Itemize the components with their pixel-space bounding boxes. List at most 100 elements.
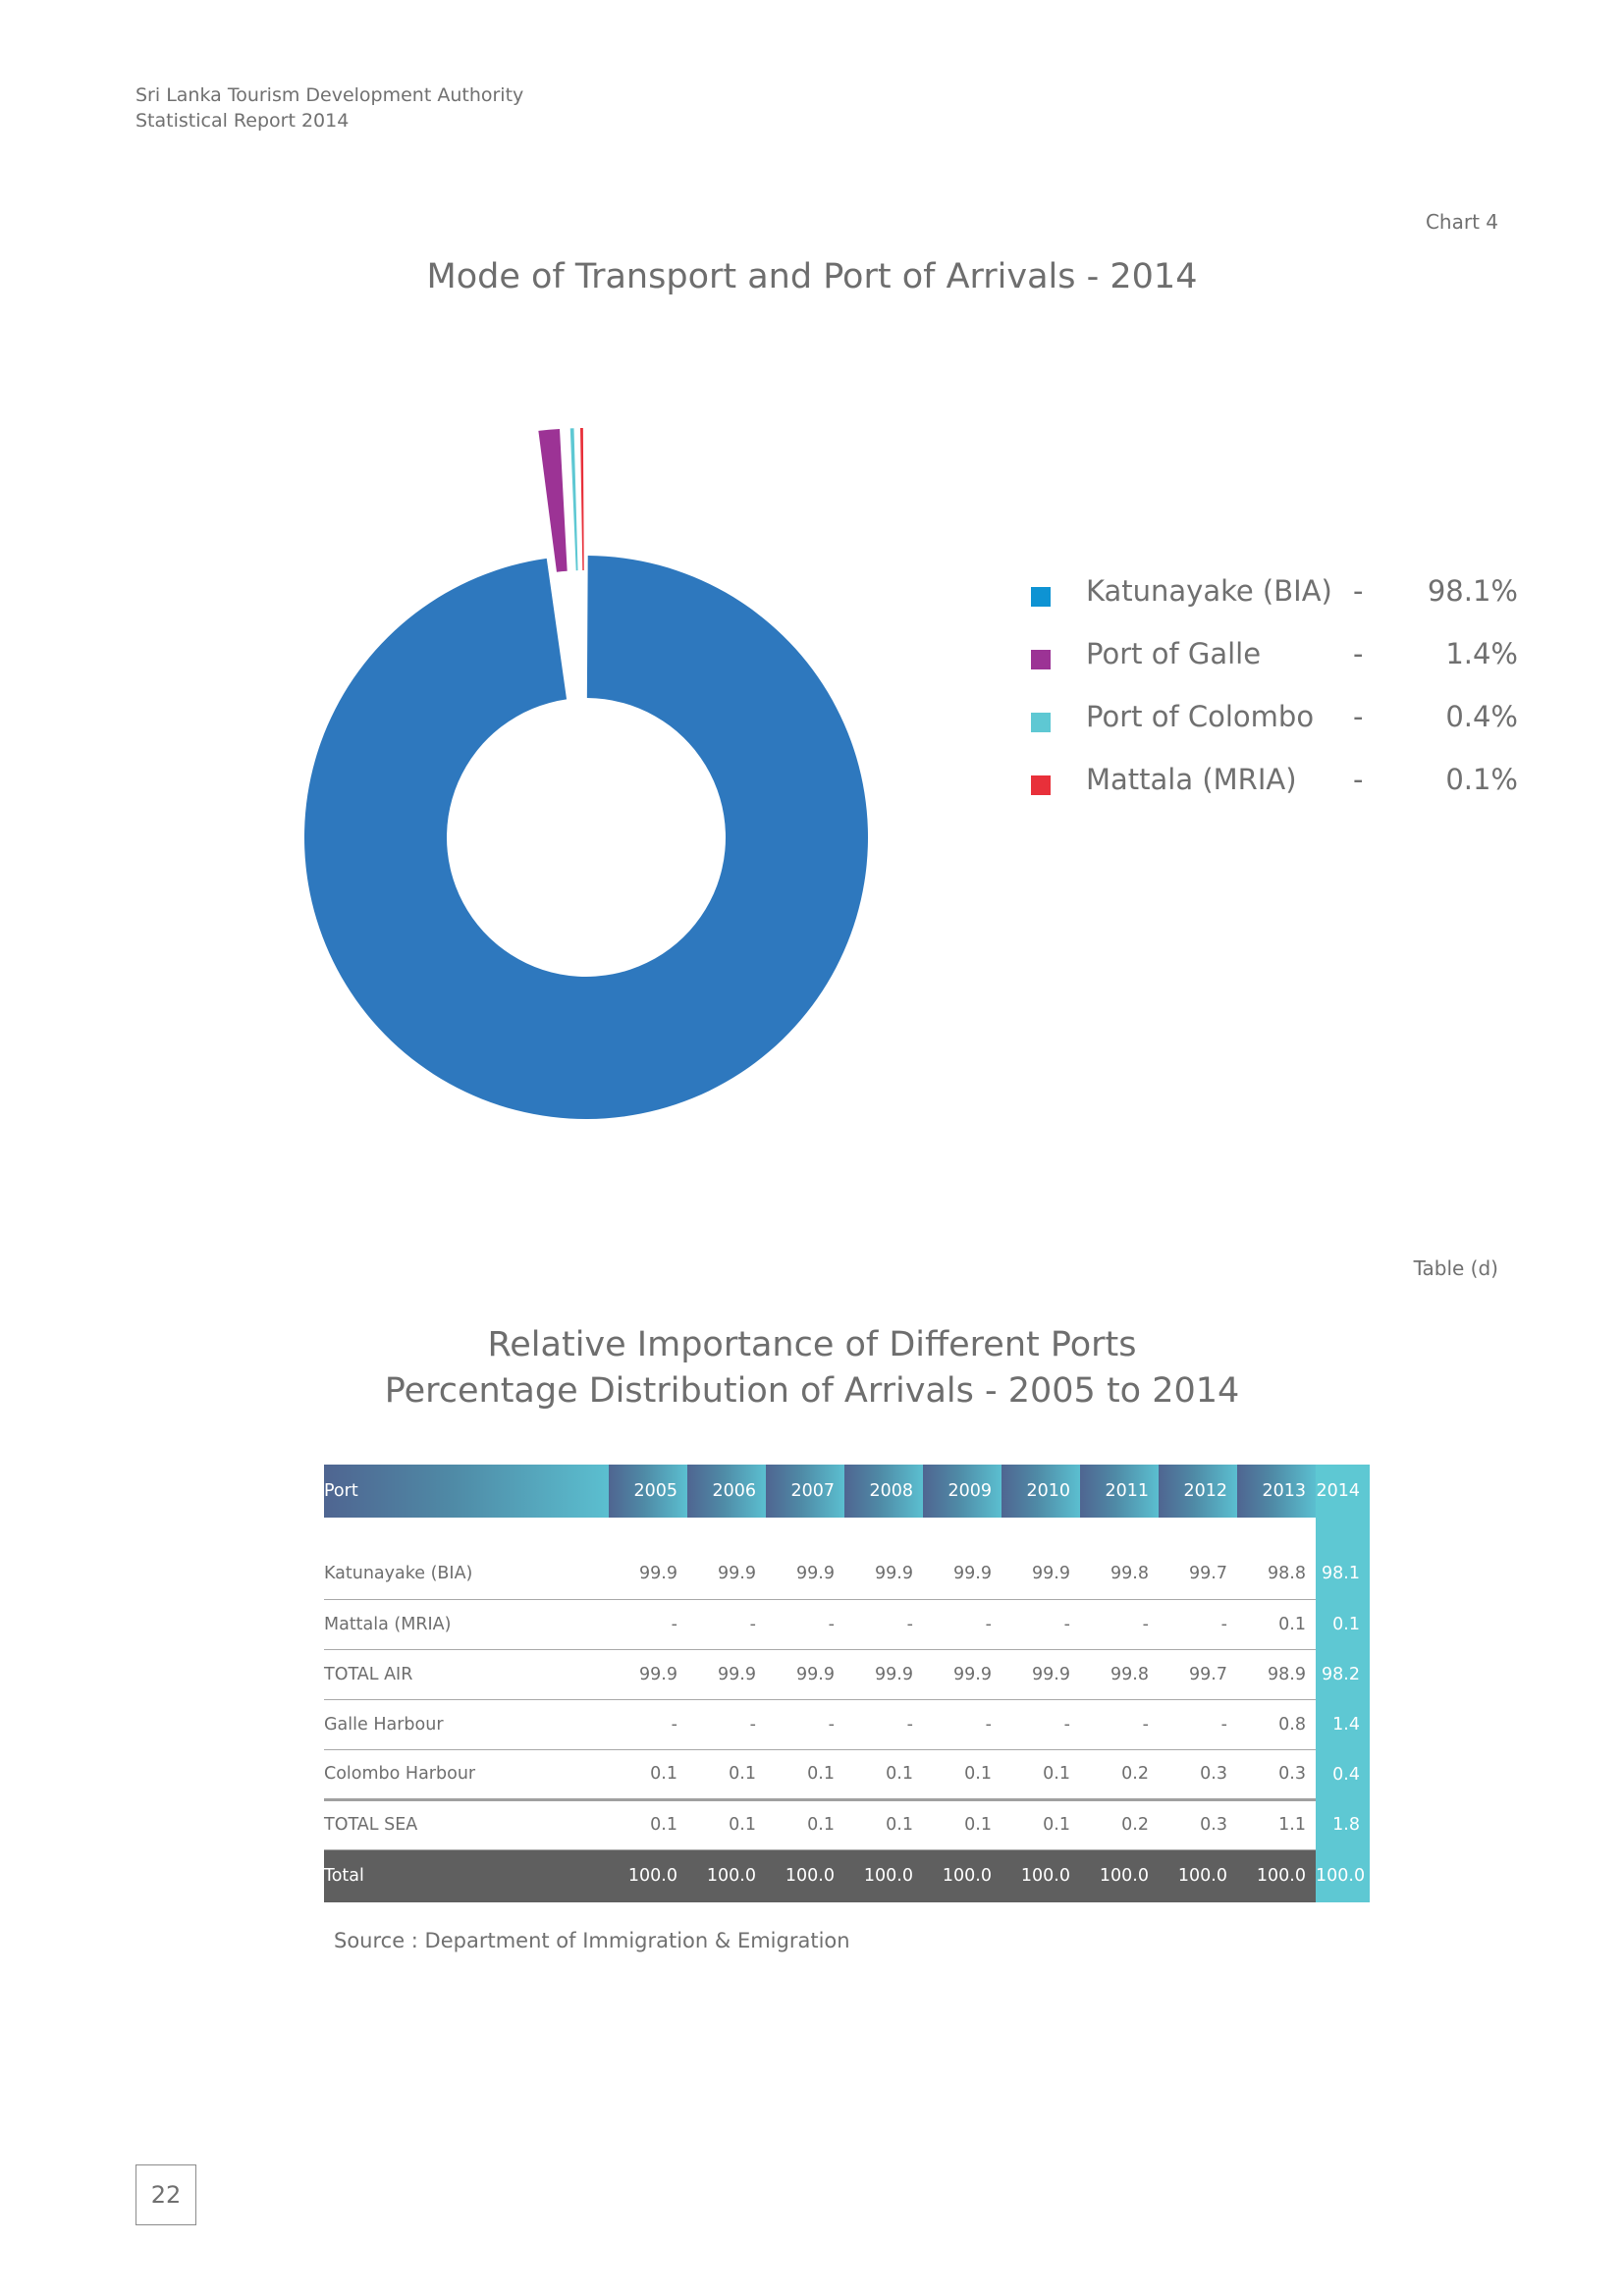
row-value: - [609, 1699, 687, 1750]
row-value: 0.3 [1237, 1749, 1316, 1801]
row-value: 99.9 [1001, 1549, 1080, 1600]
row-value: 99.9 [844, 1649, 923, 1700]
legend-label: Katunayake (BIA) [1086, 574, 1332, 608]
table-row: TOTAL SEA 0.1 0.1 0.1 0.1 0.1 0.1 0.2 0.3 1.1 1.8 [324, 1799, 1370, 1850]
row-value: - [766, 1699, 844, 1750]
legend-separator: - [1353, 763, 1364, 796]
legend-label: Mattala (MRIA) [1086, 763, 1297, 796]
legend-swatch [1031, 650, 1051, 669]
table-row: Katunayake (BIA) 99.9 99.9 99.9 99.9 99.9 99.9… [324, 1549, 1370, 1600]
row-value: 99.9 [923, 1549, 1001, 1600]
row-value: 98.1 [1316, 1549, 1370, 1600]
header-report: Statistical Report 2014 [135, 110, 350, 132]
row-value: - [1159, 1699, 1237, 1750]
spacer-cell [1316, 1518, 1370, 1549]
legend-value: 98.1% [1427, 574, 1518, 608]
legend-value: 1.4% [1445, 637, 1518, 670]
chart-title: Mode of Transport and Port of Arrivals -… [426, 257, 1198, 296]
header-year: 2008 [844, 1465, 923, 1518]
table-row: Galle Harbour - - - - - - - -0.8 1.4 [324, 1699, 1370, 1750]
row-value: 99.9 [923, 1649, 1001, 1700]
row-value: 0.1 [687, 1749, 766, 1801]
row-value: 0.1 [687, 1799, 766, 1850]
row-value: 0.1 [609, 1799, 687, 1850]
row-value: 0.2 [1080, 1749, 1159, 1801]
row-value: 1.8 [1316, 1799, 1370, 1850]
spacer-cell [1001, 1518, 1080, 1549]
donut-slice [538, 428, 568, 572]
header-year: 2007 [766, 1465, 844, 1518]
row-value: 99.8 [1080, 1649, 1159, 1700]
legend-value: 0.4% [1445, 700, 1518, 733]
total-value: 100.0 [1316, 1849, 1370, 1902]
row-value: 99.9 [609, 1549, 687, 1600]
legend-value: 0.1% [1445, 763, 1518, 796]
row-value: 1.1 [1237, 1799, 1316, 1850]
row-value: 99.9 [609, 1649, 687, 1700]
row-value: 0.1 [923, 1799, 1001, 1850]
row-value: 98.8 [1237, 1549, 1316, 1600]
row-port-name: Colombo Harbour [324, 1749, 609, 1801]
total-label: Total [324, 1849, 609, 1902]
header-year: 2009 [923, 1465, 1001, 1518]
spacer-cell [609, 1518, 687, 1549]
row-value: 0.8 [1237, 1699, 1316, 1750]
row-value: - [687, 1599, 766, 1650]
header-year: 2010 [1001, 1465, 1080, 1518]
row-value: 0.1 [1001, 1799, 1080, 1850]
row-port-name: Galle Harbour [324, 1699, 609, 1750]
header-org: Sri Lanka Tourism Development Authority [135, 84, 524, 106]
total-value: 100.0 [609, 1849, 687, 1902]
donut-slice [304, 556, 869, 1119]
row-value: - [766, 1599, 844, 1650]
legend-separator: - [1353, 700, 1364, 733]
total-value: 100.0 [1080, 1849, 1159, 1902]
spacer-cell [1159, 1518, 1237, 1549]
header-year: 2012 [1159, 1465, 1237, 1518]
row-value: 0.1 [844, 1799, 923, 1850]
row-value: 0.4 [1316, 1749, 1370, 1800]
legend-label: Port of Colombo [1086, 700, 1315, 733]
donut-chart [304, 428, 869, 1119]
row-value: - [1080, 1599, 1159, 1650]
legend-swatch [1031, 587, 1051, 607]
donut-slice [569, 428, 578, 571]
row-value: 99.7 [1159, 1649, 1237, 1700]
total-value: 100.0 [844, 1849, 923, 1902]
table-row: TOTAL AIR 99.9 99.9 99.9 99.9 99.9 99.9 99.8 99.… [324, 1649, 1370, 1700]
table-header-row: Port 2005 2006 2007 2008 2009 2010 2011 2012 2013… [324, 1465, 1370, 1518]
spacer-cell [324, 1518, 609, 1549]
spacer-cell [923, 1518, 1001, 1549]
header-year: 2013 [1237, 1465, 1316, 1518]
row-value: 0.1 [923, 1749, 1001, 1801]
header-year: 2011 [1080, 1465, 1159, 1518]
row-value: - [1080, 1699, 1159, 1750]
row-value: 99.9 [687, 1549, 766, 1600]
row-value: 0.1 [1001, 1749, 1080, 1801]
legend-swatch [1031, 713, 1051, 732]
row-value: - [687, 1699, 766, 1750]
total-value: 100.0 [687, 1849, 766, 1902]
table-title-line2: Percentage Distribution of Arrivals - 20… [384, 1371, 1240, 1411]
header-year: 2014 [1316, 1465, 1370, 1518]
page-number: 22 [135, 2164, 196, 2225]
row-value: - [844, 1699, 923, 1750]
row-value: 99.9 [766, 1549, 844, 1600]
table-row: Colombo Harbour 0.1 0.1 0.1 0.1 0.1 0.1 0.2 0.3 0… [324, 1749, 1370, 1801]
row-value: - [1001, 1699, 1080, 1750]
spacer-cell [687, 1518, 766, 1549]
row-value: - [609, 1599, 687, 1650]
total-value: 100.0 [1159, 1849, 1237, 1902]
row-value: 0.1 [1237, 1599, 1316, 1650]
row-value: 0.1 [609, 1749, 687, 1801]
report-header: Sri Lanka Tourism Development Authority … [135, 82, 523, 133]
row-value: - [1159, 1599, 1237, 1650]
chart-number: Chart 4 [1425, 210, 1498, 234]
table-spacer-row [324, 1518, 1370, 1549]
row-value: 99.7 [1159, 1549, 1237, 1600]
row-value: 98.2 [1316, 1649, 1370, 1700]
row-value: 0.2 [1080, 1799, 1159, 1850]
spacer-cell [766, 1518, 844, 1549]
row-value: 99.9 [844, 1549, 923, 1600]
row-port-name: Katunayake (BIA) [324, 1549, 609, 1600]
